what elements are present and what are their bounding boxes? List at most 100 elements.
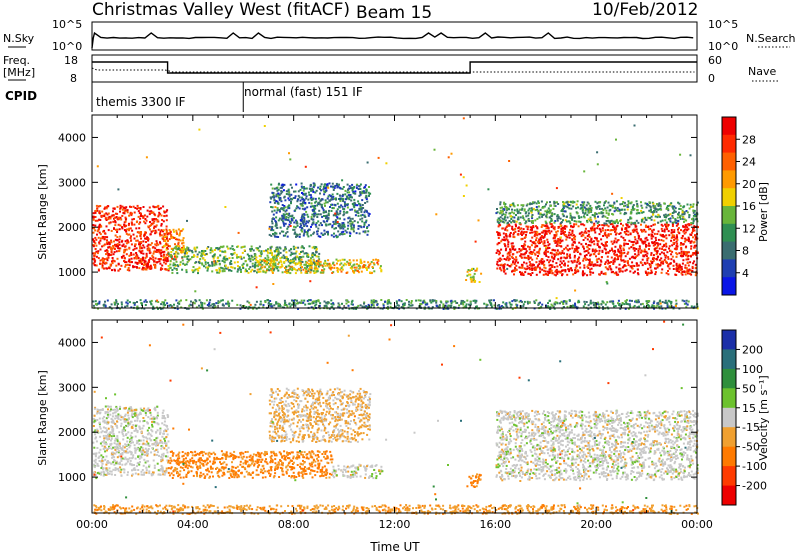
power-cell bbox=[601, 215, 604, 218]
power-cell bbox=[618, 302, 621, 305]
power-cell bbox=[301, 246, 304, 249]
power-cell bbox=[270, 206, 273, 208]
power-cell bbox=[273, 234, 276, 237]
power-cell bbox=[638, 245, 641, 248]
power-cell bbox=[151, 246, 154, 249]
nave-label: Nave bbox=[748, 65, 776, 78]
power-cell bbox=[309, 194, 312, 197]
power-cell bbox=[333, 186, 336, 189]
power-cell bbox=[509, 235, 512, 238]
power-cell bbox=[327, 214, 330, 217]
power-cell bbox=[182, 237, 185, 240]
power-cell bbox=[118, 238, 121, 241]
power-cell bbox=[613, 258, 616, 261]
power-cell bbox=[689, 261, 692, 264]
power-cell bbox=[313, 210, 316, 213]
power-cell bbox=[365, 194, 368, 197]
power-cell bbox=[240, 271, 242, 273]
power-cell bbox=[184, 248, 187, 251]
power-cell bbox=[674, 210, 677, 213]
power-cell bbox=[578, 220, 580, 223]
power-cell bbox=[147, 263, 149, 266]
power-cell bbox=[553, 204, 556, 207]
power-cell bbox=[666, 305, 669, 308]
power-cell bbox=[316, 204, 319, 207]
power-cell bbox=[510, 245, 513, 248]
power-cell bbox=[271, 206, 274, 209]
power-cell bbox=[310, 218, 313, 220]
power-cell bbox=[586, 265, 589, 268]
power-cell bbox=[389, 302, 392, 305]
power-cell bbox=[501, 227, 504, 230]
cpid-mode-normal: normal (fast) 151 IF bbox=[244, 85, 363, 99]
power-cell bbox=[262, 304, 265, 307]
power-cell bbox=[135, 253, 138, 256]
power-cell bbox=[221, 303, 224, 306]
power-cell bbox=[329, 223, 332, 226]
power-cell bbox=[596, 222, 599, 225]
power-cell bbox=[551, 249, 554, 252]
power-cell bbox=[248, 268, 251, 270]
power-cell bbox=[286, 230, 289, 233]
power-cell bbox=[148, 213, 151, 216]
power-cell bbox=[380, 269, 383, 272]
power-cell bbox=[368, 213, 371, 215]
power-cell bbox=[139, 207, 142, 209]
power-cell bbox=[316, 216, 319, 218]
power-cell bbox=[686, 226, 689, 229]
power-cell bbox=[357, 188, 360, 191]
power-cell bbox=[267, 301, 270, 304]
power-cell bbox=[691, 269, 694, 272]
power-cell bbox=[675, 224, 678, 227]
power-cell bbox=[674, 237, 677, 240]
power-cell bbox=[511, 300, 514, 303]
power-cell bbox=[533, 249, 536, 252]
power-cell bbox=[544, 231, 547, 234]
power-cell bbox=[584, 303, 587, 306]
power-cell bbox=[565, 238, 568, 241]
power-cell bbox=[677, 231, 680, 234]
power-cell bbox=[636, 203, 639, 205]
power-cell bbox=[590, 210, 593, 213]
power-cell bbox=[681, 299, 684, 302]
power-cell bbox=[139, 247, 142, 250]
power-cell bbox=[275, 232, 278, 235]
power-cell bbox=[604, 266, 607, 269]
power-cell bbox=[328, 262, 331, 265]
power-cell bbox=[523, 243, 526, 246]
power-cell bbox=[571, 229, 574, 232]
power-cell bbox=[305, 267, 308, 270]
power-cell bbox=[540, 213, 543, 216]
power-cell bbox=[632, 241, 635, 243]
power-cell bbox=[303, 225, 306, 227]
power-cell bbox=[177, 248, 180, 251]
power-cell bbox=[533, 302, 536, 304]
power-cell bbox=[610, 229, 613, 232]
power-cell bbox=[671, 250, 674, 253]
power-cell bbox=[647, 271, 650, 274]
power-cell bbox=[549, 201, 551, 204]
power-cell bbox=[545, 203, 547, 206]
power-cell bbox=[635, 262, 638, 265]
power-cell bbox=[514, 266, 516, 269]
power-cell bbox=[267, 258, 269, 261]
power-cell bbox=[654, 273, 657, 276]
power-cell bbox=[127, 233, 130, 236]
power-cell bbox=[544, 224, 547, 227]
power-cell bbox=[536, 217, 539, 220]
power-cell bbox=[663, 259, 666, 261]
power-cell bbox=[151, 219, 154, 222]
power-cell bbox=[273, 268, 276, 271]
power-cell bbox=[289, 221, 292, 224]
power-cell bbox=[276, 226, 279, 229]
power-cell bbox=[301, 186, 304, 189]
power-cell bbox=[198, 304, 200, 307]
power-cell bbox=[528, 264, 531, 267]
power-cell bbox=[654, 205, 657, 208]
power-cell bbox=[654, 243, 657, 246]
power-cell bbox=[119, 216, 122, 219]
power-cell bbox=[115, 216, 118, 219]
power-cell bbox=[281, 271, 284, 274]
power-cell bbox=[148, 210, 151, 213]
power-cell bbox=[619, 251, 622, 254]
